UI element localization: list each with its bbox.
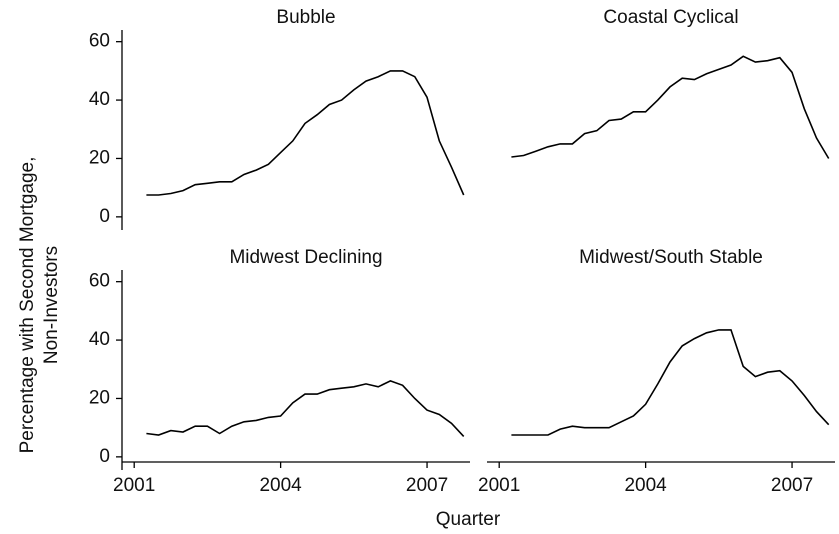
y-tick-label: 20 [89,387,110,408]
panel-title: Coastal Cyclical [603,7,738,28]
y-tick-label: 0 [99,446,110,467]
x-tick-label: 2007 [771,475,813,496]
x-tick-label: 2001 [478,475,520,496]
line [511,329,830,436]
y-tick-label: 60 [89,31,110,52]
x-tick-label: 2004 [259,475,302,496]
panel-title: Bubble [276,7,335,28]
x-axis-label: Quarter [436,509,501,530]
x-tick-label: 2001 [113,475,155,496]
line [146,380,465,437]
panel-title: Midwest Declining [229,247,382,268]
x-tick-label: 2004 [624,475,667,496]
y-tick-label: 20 [89,147,110,168]
x-tick-label: 2007 [406,475,448,496]
y-tick-label: 40 [89,329,110,350]
line [146,70,465,196]
line [511,55,830,159]
y-tick-label: 40 [89,89,110,110]
y-tick-label: 60 [89,271,110,292]
y-axis-label: Non-Investors [41,246,62,364]
y-tick-label: 0 [99,206,110,227]
y-axis-label: Percentage with Second Mortgage, [17,157,38,454]
panel-title: Midwest/South Stable [579,247,763,268]
